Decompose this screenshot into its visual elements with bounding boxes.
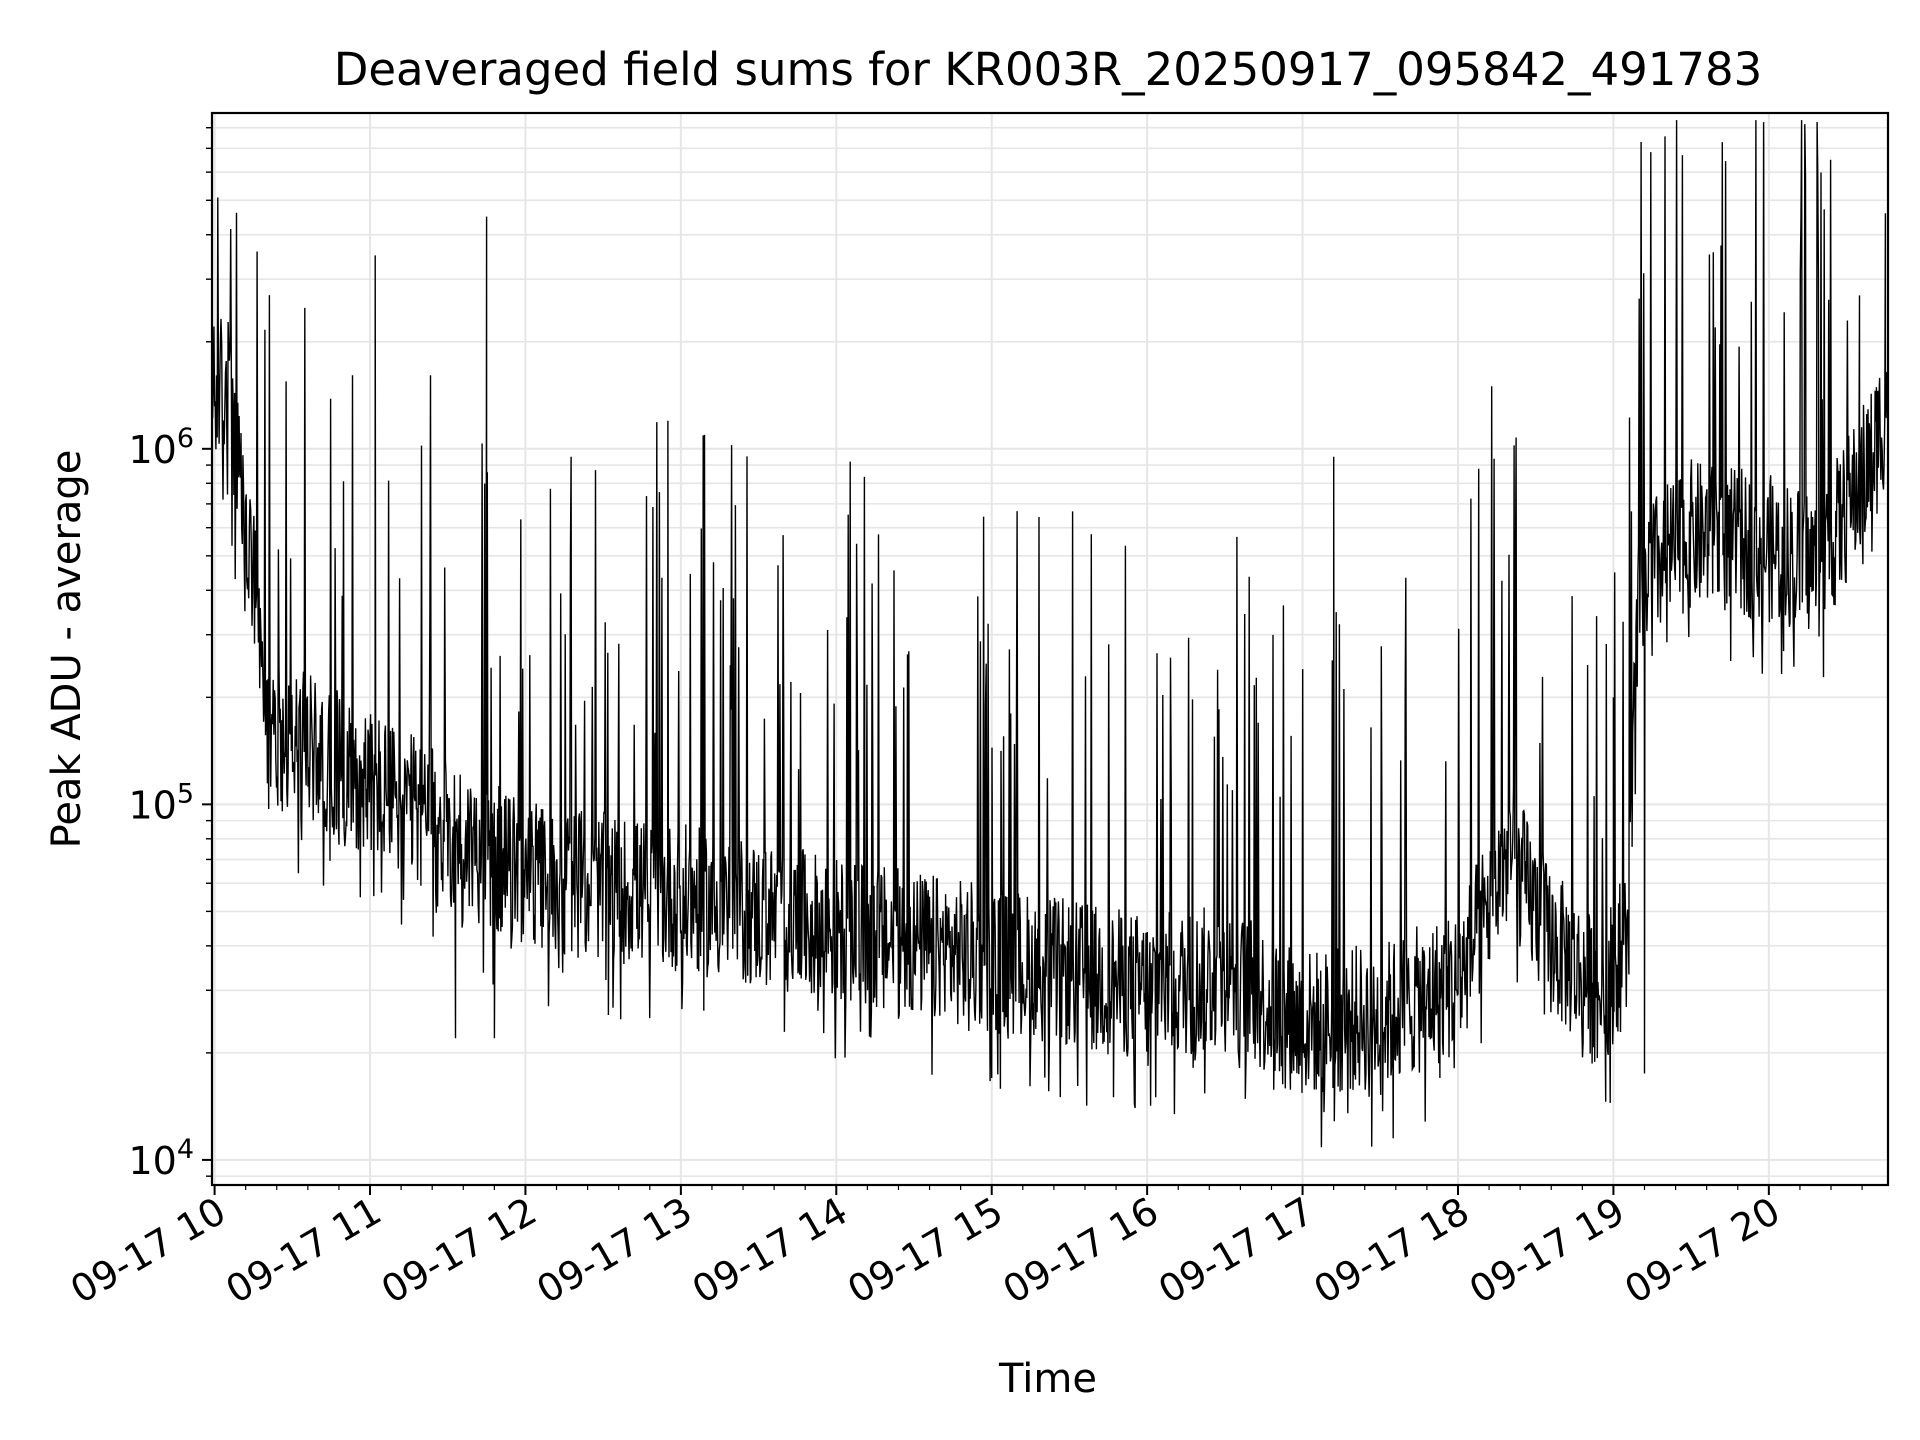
y-axis-label: Peak ADU - average xyxy=(44,450,90,849)
chart-title: Deaveraged field sums for KR003R_2025091… xyxy=(334,43,1763,96)
y-tick-labels: 104 105 106 xyxy=(128,423,194,1183)
axis-ticks xyxy=(202,127,1863,1195)
y-tick-label: 104 xyxy=(128,1134,194,1183)
y-tick-label: 106 xyxy=(128,423,194,472)
x-axis-label: Time xyxy=(998,1356,1097,1402)
axes-frame xyxy=(210,111,1890,1187)
plot-area xyxy=(211,120,1889,1148)
y-tick-label: 105 xyxy=(128,778,194,827)
series-line-peak-adu xyxy=(211,120,1889,1148)
